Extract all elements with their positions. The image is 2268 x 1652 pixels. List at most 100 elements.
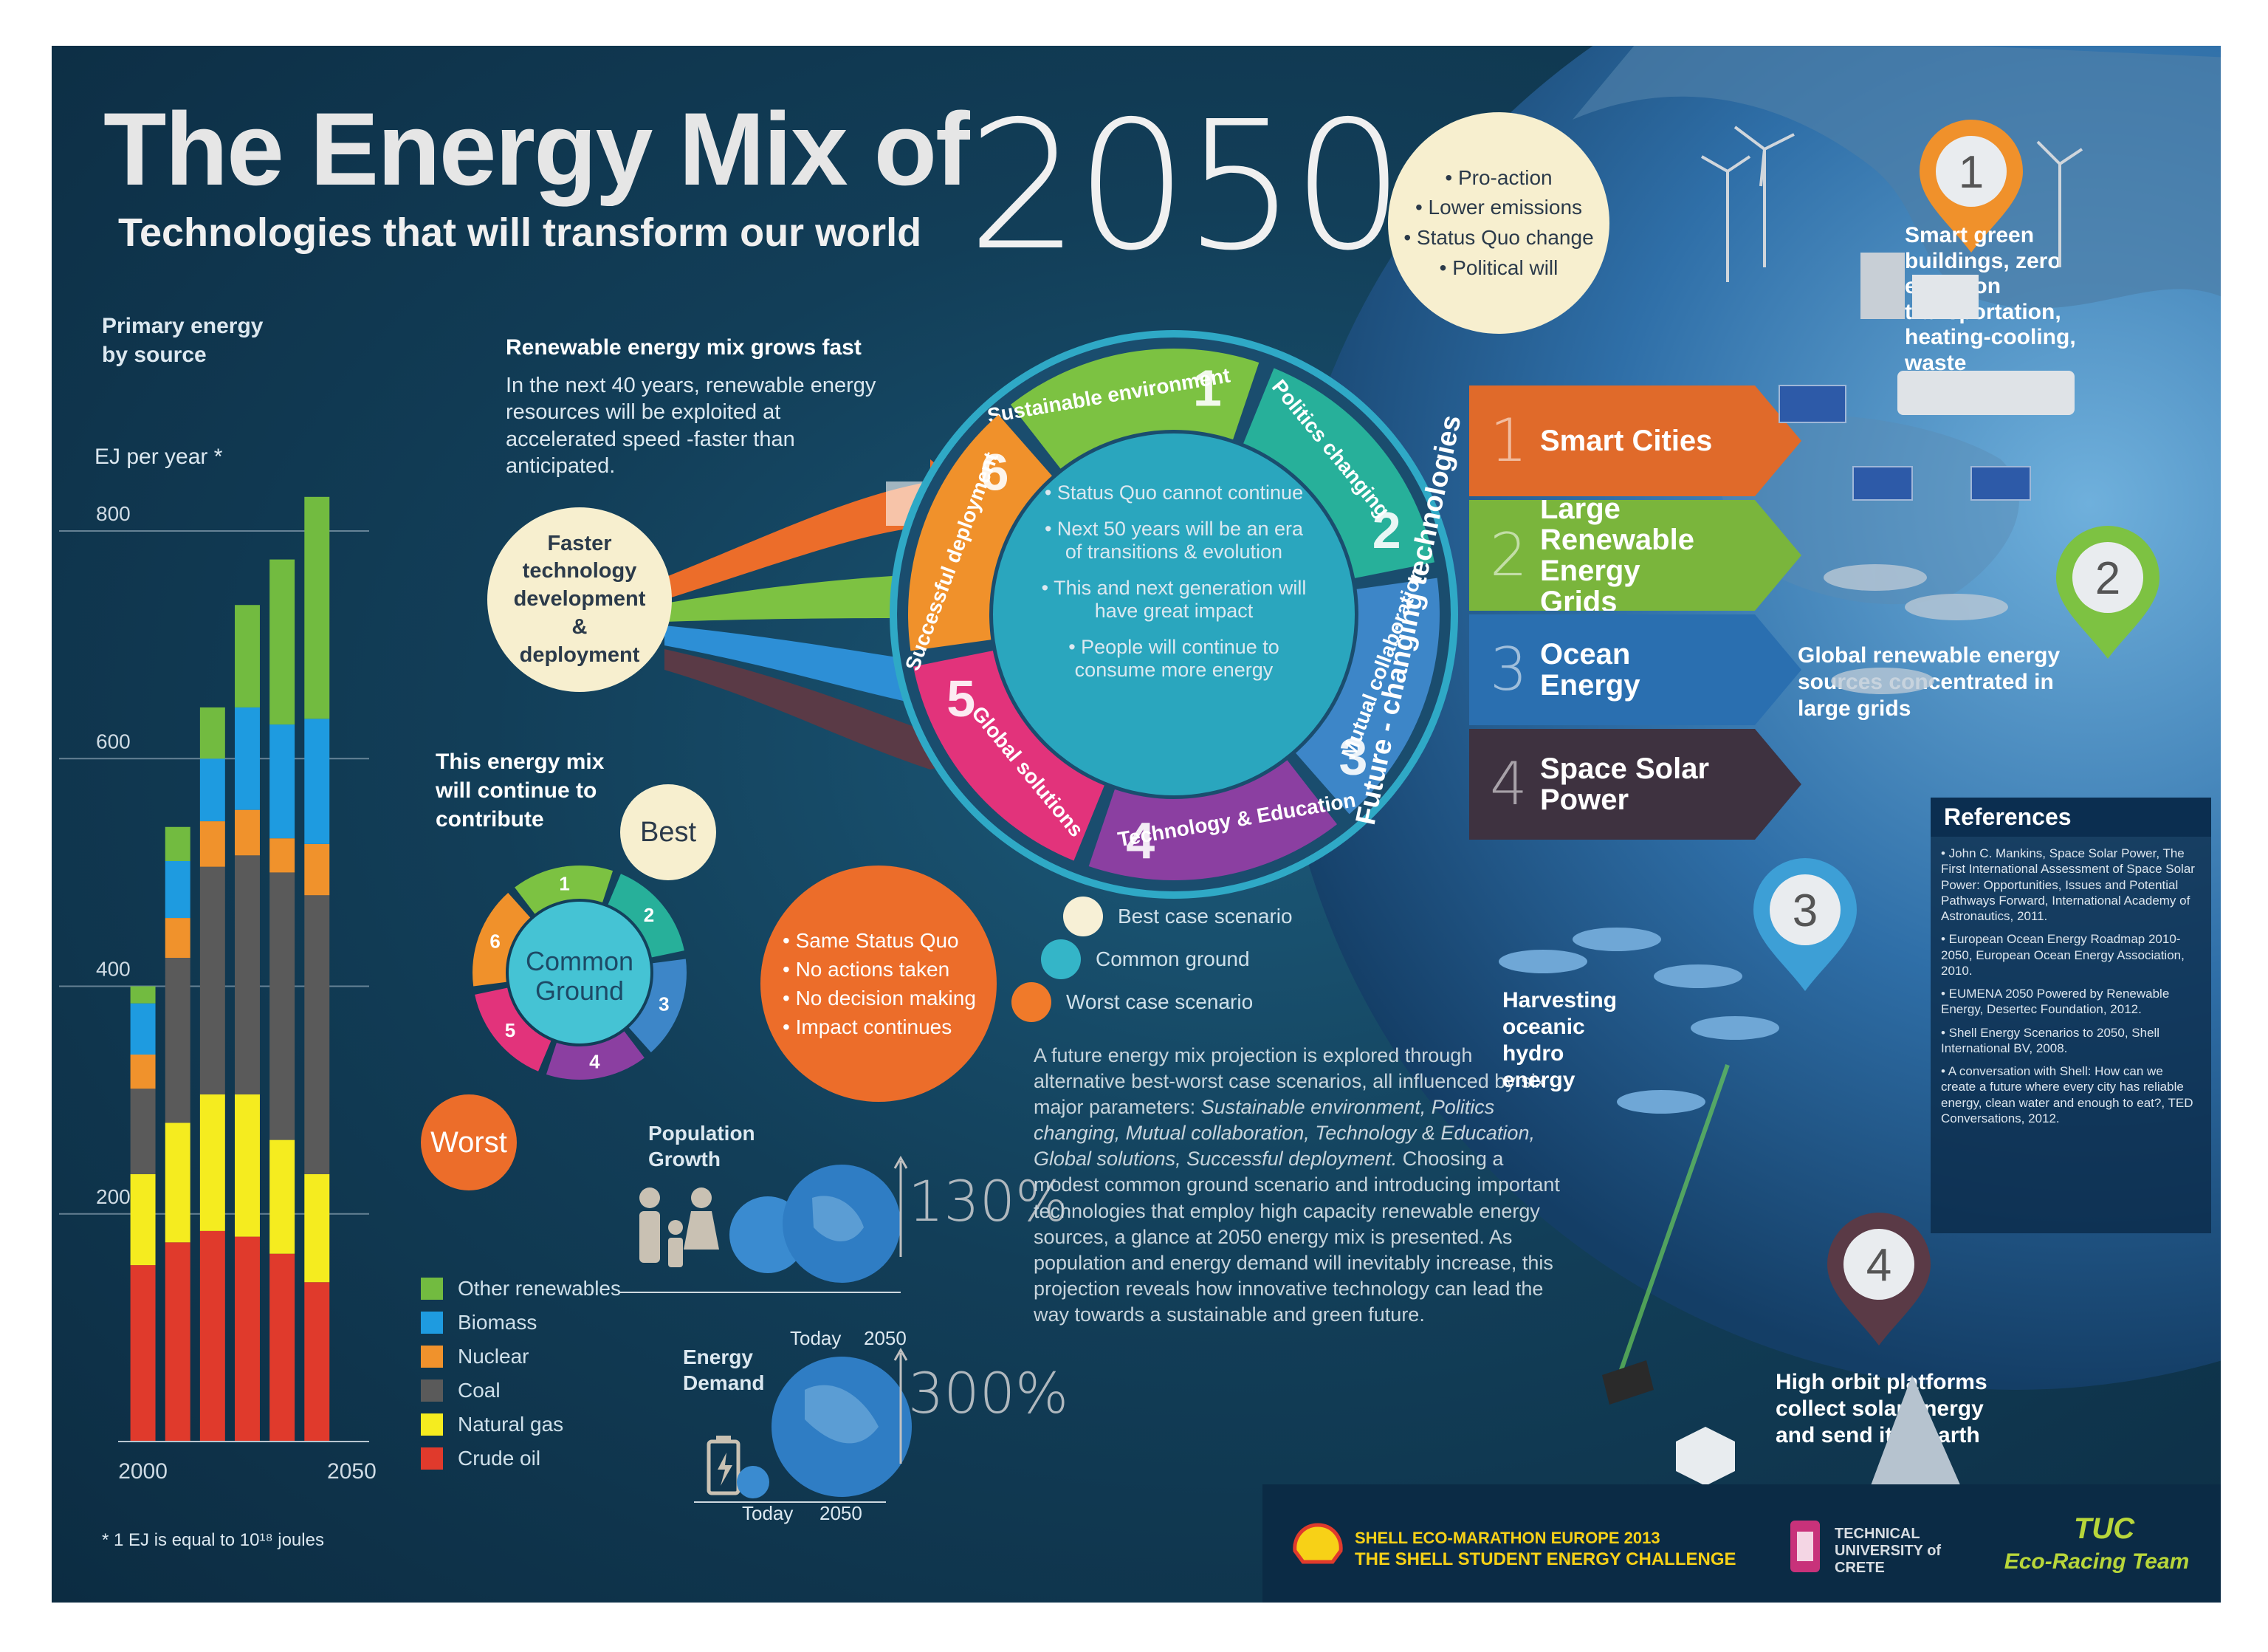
- map-pin-number: 4: [1866, 1240, 1891, 1291]
- cycle-number: 6: [980, 443, 1009, 501]
- mini-cycle-segment: [515, 866, 614, 914]
- scenario-best: Best case scenario: [1063, 895, 1293, 938]
- population-pct: 130%: [908, 1168, 1069, 1234]
- legend-item: Nuclear: [421, 1340, 621, 1374]
- legend-label: Nuclear: [458, 1345, 529, 1368]
- legend-label: Other renewables: [458, 1277, 622, 1300]
- legend-swatch: [421, 1379, 443, 1402]
- bar-segment: [304, 496, 330, 719]
- technology-number: 2: [1490, 521, 1528, 589]
- reference-item: • A conversation with Shell: How can we …: [1941, 1064, 2193, 1125]
- references-panel: References • John C. Mankins, Space Sola…: [1931, 798, 2211, 1233]
- renewable-body: In the next 40 years, renewable energy r…: [506, 374, 876, 478]
- bar-segment: [304, 1173, 330, 1283]
- solar-mirrors: [1824, 564, 2008, 694]
- technology-number: 4: [1490, 750, 1528, 818]
- bar-segment: [235, 1236, 260, 1442]
- bar-segment: [165, 826, 190, 861]
- pro-action-item: • Status Quo change: [1403, 226, 1594, 249]
- pro-action-bubble: • Pro-action • Lower emissions • Status …: [1388, 112, 1609, 334]
- bar-segment: [235, 855, 260, 1094]
- technology-label: Space Solar Power: [1540, 753, 1710, 816]
- worst-item: • Same Status Quo: [783, 928, 959, 952]
- y-tick-label: 200: [96, 1185, 131, 1208]
- mini-cycle-segment: [628, 959, 687, 1052]
- energy-demand-pct: 300%: [908, 1360, 1069, 1426]
- mini-cycle-segment: [608, 874, 684, 958]
- future-intro: A future energy mix projection is explor…: [1034, 1044, 1546, 1119]
- y-tick-label: 800: [96, 502, 131, 525]
- bar-segment: [269, 724, 295, 839]
- population-2050: 2050: [864, 1327, 907, 1349]
- legend-label: Crude oil: [458, 1447, 541, 1470]
- bar-segment: [304, 843, 330, 896]
- worst-item: • No decision making: [783, 987, 976, 1010]
- mini-cycle-number: 4: [589, 1050, 600, 1072]
- scenario-common-label: Common ground: [1096, 947, 1250, 970]
- common-ground-cycle: 1 2 3 4 5 6: [472, 866, 687, 1080]
- energy-2050: 2050: [819, 1502, 862, 1524]
- pro-action-item: • Political will: [1439, 256, 1559, 279]
- bar-segment: [199, 821, 225, 867]
- scenario-common: Common ground: [1041, 938, 1293, 981]
- technology-item: 1 Smart Cities: [1469, 385, 1801, 496]
- energy-bar-chart: 200 400 600 800 2000 2050: [59, 496, 377, 1484]
- bar-segment: [269, 838, 295, 873]
- population-today: Today: [790, 1327, 842, 1349]
- mini-cycle-segment: [546, 1031, 645, 1080]
- cycle-center-item: • This and next generation will have gre…: [1041, 577, 1307, 623]
- technology-item: 2 Large Renewable Energy Grids: [1469, 500, 1801, 611]
- bar-segment: [165, 918, 190, 958]
- bar-segment: [269, 559, 295, 725]
- reference-item: • European Ocean Energy Roadmap 2010-205…: [1941, 932, 2185, 978]
- common-ground-label: Common Ground: [525, 946, 634, 1006]
- bar-segment: [130, 1265, 156, 1442]
- team-logo-line1: TUC: [2073, 1512, 2135, 1545]
- scenario-best-label: Best case scenario: [1118, 905, 1293, 928]
- energy-demand-label: Energy Demand: [683, 1346, 765, 1394]
- bar-segment: [199, 707, 225, 759]
- legend-swatch: [421, 1346, 443, 1368]
- title-year: 2050: [967, 83, 1405, 289]
- future-rest: Choosing a modest common ground scenario…: [1034, 1148, 1560, 1326]
- tuc-name: TECHNICAL UNIVERSITY of CRETE: [1835, 1526, 1942, 1576]
- cycle-number: 2: [1372, 501, 1401, 559]
- cycle-center: [993, 433, 1355, 795]
- bar-segment: [235, 809, 260, 856]
- cycle-segment: [913, 651, 1104, 861]
- map-graphics: [1499, 126, 2083, 1493]
- chart-footnote: * 1 EJ is equal to 10¹⁸ joules: [102, 1530, 324, 1550]
- orbit-platform: [1676, 1427, 1735, 1486]
- population-graphic: [620, 1155, 908, 1293]
- map-pin-number: 1: [1959, 147, 1984, 198]
- wind-turbines: [1701, 126, 2083, 282]
- reference-item: • John C. Mankins, Space Solar Power, Th…: [1941, 846, 2195, 923]
- bar-segment: [130, 1003, 156, 1055]
- technology-label: Ocean Energy: [1540, 638, 1640, 702]
- worst-bubble: Worst: [421, 1094, 517, 1190]
- reference-item: • Shell Energy Scenarios to 2050, Shell …: [1941, 1025, 2160, 1055]
- worst-item: • No actions taken: [783, 957, 950, 981]
- x-tick-label: 2000: [118, 1459, 168, 1484]
- tuc-crest-icon: [1790, 1521, 1820, 1572]
- map-pin-icon: 1: [1920, 120, 2023, 253]
- map-pins: 1 2 3 4: [1753, 120, 2159, 1346]
- legend-swatch: [421, 1312, 443, 1334]
- mini-cycle-center: [509, 902, 650, 1043]
- ocean-platforms: [1499, 928, 1779, 1114]
- pro-action-item: • Pro-action: [1445, 165, 1553, 189]
- cycle-segment: [1088, 760, 1338, 880]
- legend-item: Other renewables: [421, 1272, 621, 1306]
- bar-segment: [199, 1230, 225, 1442]
- bar-segment: [269, 1253, 295, 1442]
- mini-cycle-number: 3: [659, 993, 669, 1015]
- bar-segment: [165, 958, 190, 1123]
- shell-line2: THE SHELL STUDENT ENERGY CHALLENGE: [1355, 1549, 1736, 1569]
- legend-swatch: [421, 1278, 443, 1300]
- bar-segment: [304, 1282, 330, 1442]
- technology-number: 1: [1490, 406, 1528, 475]
- bar-segment: [235, 1094, 260, 1237]
- scenario-worst-dot: [1011, 982, 1051, 1022]
- bar-segment: [269, 872, 295, 1140]
